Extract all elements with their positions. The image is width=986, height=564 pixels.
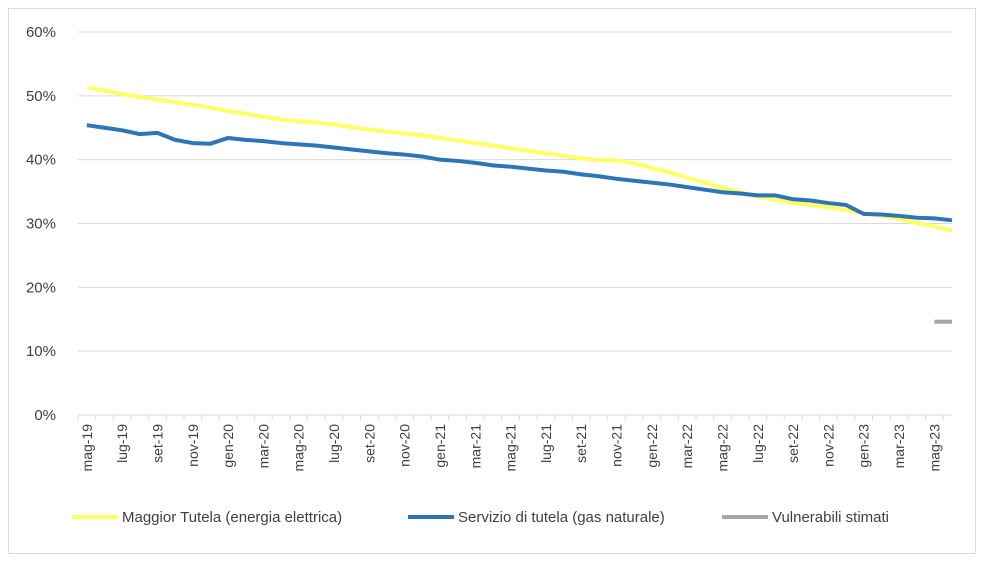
x-tick-label: nov-22 (820, 424, 836, 467)
x-tick-label: set-21 (573, 424, 589, 463)
x-tick-label: nov-19 (185, 424, 201, 467)
gridlines (78, 31, 952, 352)
x-tick-label: nov-20 (397, 424, 413, 467)
series-line (86, 123, 953, 223)
chart-frame (8, 8, 976, 554)
series-lines (86, 85, 953, 324)
y-tick-label: 60% (26, 24, 56, 41)
y-axis: 0% 10% 20% 30% 40% 50% 60% (26, 24, 56, 424)
x-tick-label: mag-23 (926, 424, 942, 472)
x-tick-label: mag-22 (714, 424, 730, 472)
x-tick-label: nov-21 (609, 424, 625, 467)
x-tick-label: set-20 (361, 424, 377, 463)
x-tick-label: mar-21 (467, 424, 483, 469)
y-tick-label: 0% (34, 407, 56, 424)
x-tick-label: mar-22 (679, 424, 695, 469)
y-tick-label: 30% (26, 216, 56, 233)
y-tick-label: 40% (26, 152, 56, 169)
x-tick-label: lug-20 (326, 424, 342, 463)
x-tick-label: lug-19 (114, 424, 130, 463)
x-tick-label: set-19 (149, 424, 165, 463)
x-axis: mag-19 lug-19 set-19 nov-19 gen-20 mar-20 mag-… (77, 414, 952, 472)
x-tick-label: mag-21 (503, 424, 519, 472)
x-tick-label: gen-22 (644, 424, 660, 468)
legend-label: Maggior Tutela (energia elettrica) (122, 509, 342, 526)
legend-label: Vulnerabili stimati (772, 509, 889, 526)
legend-label: Servizio di tutela (gas naturale) (458, 509, 665, 526)
x-tick-label: set-22 (785, 424, 801, 463)
series-line (86, 85, 953, 233)
y-tick-label: 50% (26, 88, 56, 105)
x-tick-label: lug-21 (538, 424, 554, 463)
x-tick-label: gen-20 (220, 424, 236, 468)
legend: Maggior Tutela (energia elettrica) Serviz… (72, 509, 889, 526)
x-tick-label: mag-20 (291, 424, 307, 472)
x-tick-label: lug-22 (750, 424, 766, 463)
x-tick-label: mag-19 (79, 424, 95, 472)
x-tick-label: mar-23 (891, 424, 907, 469)
y-tick-label: 20% (26, 279, 56, 296)
x-tick-label: gen-23 (856, 424, 872, 468)
x-tick-label: gen-21 (432, 424, 448, 468)
x-tick-label: mar-20 (255, 424, 271, 469)
y-tick-label: 10% (26, 343, 56, 360)
